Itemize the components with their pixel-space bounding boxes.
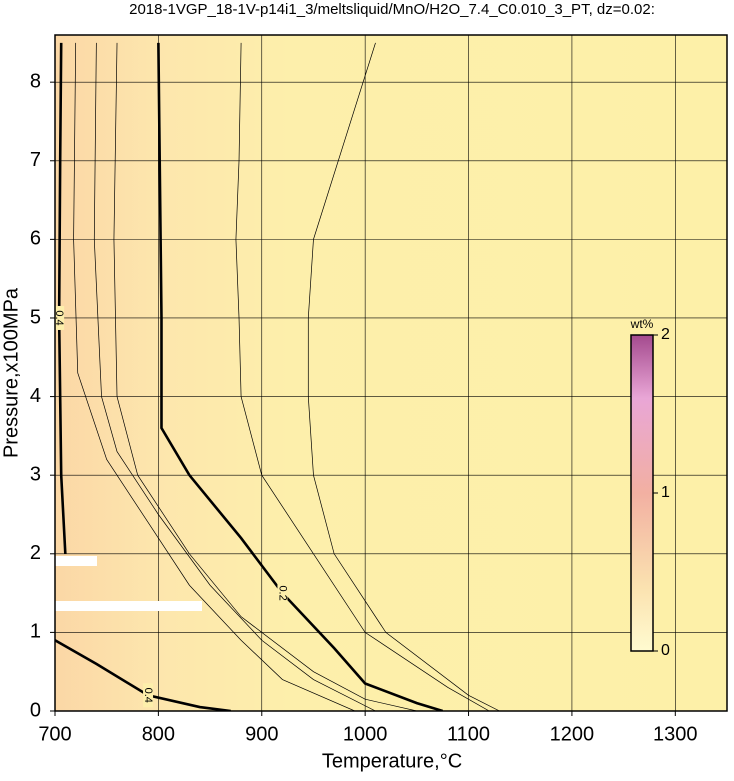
contour-line: [157, 42, 444, 711]
y-tick-label: 5: [30, 306, 41, 328]
y-tick-label: 1: [30, 621, 41, 643]
x-tick-label: 900: [245, 723, 278, 745]
blank-strip: [55, 601, 202, 611]
contour-label: 0.4: [142, 688, 154, 703]
x-tick-label: 1300: [653, 723, 698, 745]
contour-line: [73, 42, 355, 711]
colorbar-tick-label: 0: [661, 642, 670, 659]
y-tick-label: 3: [30, 463, 41, 485]
contour-label: 0.4: [53, 310, 65, 325]
y-tick-label: 2: [30, 542, 41, 564]
y-tick-label: 7: [30, 149, 41, 171]
blank-strip: [55, 556, 97, 566]
contours: 0.2 0.4 0.4: [53, 42, 500, 711]
contour-label-bg: [143, 683, 154, 708]
axes: 700 800 900 1000 1100 1200 1300 0 1 2 3 4 5 6 7 8 0 1 2: [30, 70, 698, 745]
x-tick-label: 1000: [343, 723, 388, 745]
contour-line: [93, 42, 376, 711]
plot-frame: [54, 34, 728, 712]
plot-background: [55, 35, 727, 711]
contour-label-bg: [277, 581, 288, 606]
y-tick-label: 4: [30, 385, 41, 407]
x-tick-label: 700: [38, 723, 71, 745]
x-tick-label: 1200: [550, 723, 595, 745]
colorbar: [630, 334, 654, 652]
contour-label-bg: [55, 305, 65, 330]
x-tick-label: 800: [142, 723, 175, 745]
y-tick-label: 0: [30, 699, 41, 721]
y-tick-label: 8: [30, 70, 41, 92]
x-tick-label: 1100: [447, 723, 490, 745]
x-axis-label: Temperature,°C: [322, 750, 462, 772]
colorbar-tick-label: 2: [661, 326, 670, 343]
colorbar-label: wt%: [630, 317, 654, 331]
colorbar-tick-label: 1: [661, 484, 670, 501]
y-axis-label: Pressure,x100MPa: [0, 287, 22, 458]
chart-title: 2018-1VGP_18-1V-p14i1_3/meltsliquid/MnO/…: [129, 1, 655, 18]
contour-line: [235, 42, 490, 711]
contour-line: [307, 42, 500, 711]
contour-label: 0.2: [277, 585, 289, 600]
y-tick-label: 6: [30, 228, 41, 250]
contour-line: [113, 42, 417, 711]
